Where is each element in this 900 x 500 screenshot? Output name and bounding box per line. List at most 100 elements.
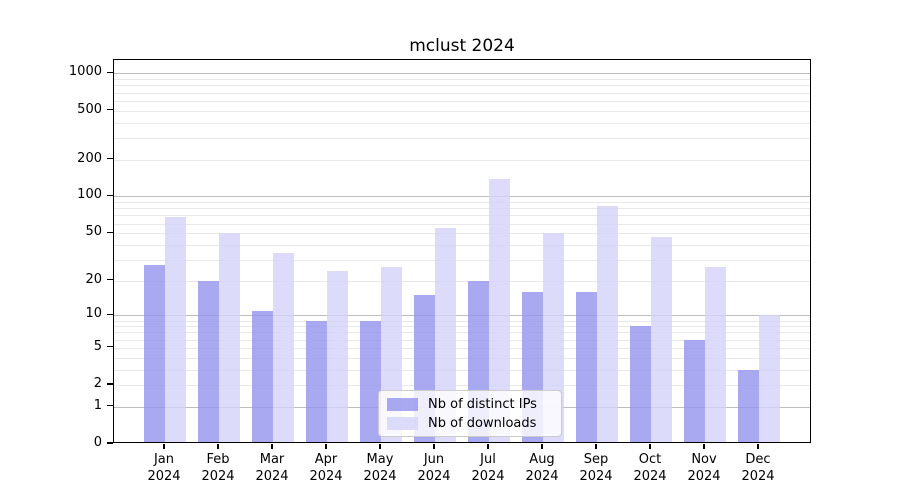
y-tick-mark <box>107 383 113 385</box>
plot-area <box>113 59 811 443</box>
x-tick-year: 2024 <box>579 469 613 484</box>
minor-gridline <box>114 100 810 102</box>
x-tick-label: Sep 2024 <box>567 451 625 485</box>
minor-gridline <box>114 326 810 328</box>
legend-swatch-distinct-ips <box>387 397 418 411</box>
x-tick-label: Apr 2024 <box>297 451 355 485</box>
x-tick-month: May <box>366 452 394 467</box>
x-tick-year: 2024 <box>687 469 721 484</box>
x-tick-label: Feb 2024 <box>189 451 247 485</box>
x-tick-label: Nov 2024 <box>675 451 733 485</box>
chart-title: mclust 2024 <box>409 36 515 56</box>
bar-downloads <box>327 271 348 442</box>
minor-gridline <box>114 223 810 225</box>
x-tick-month: Sep <box>583 452 609 467</box>
minor-gridline <box>114 332 810 334</box>
x-tick-mark <box>325 444 327 449</box>
bar-distinct-ips <box>252 310 273 442</box>
legend-label-downloads: Nb of downloads <box>428 415 537 431</box>
y-tick-mark <box>107 279 113 281</box>
minor-gridline <box>114 233 810 235</box>
x-tick-month: Apr <box>314 452 338 467</box>
x-tick-month: Feb <box>206 452 230 467</box>
y-tick-mark <box>107 442 113 444</box>
bar-downloads <box>705 267 726 442</box>
x-tick-mark <box>163 444 165 449</box>
y-tick-label: 100 <box>77 187 102 203</box>
x-tick-year: 2024 <box>633 469 667 484</box>
minor-gridline <box>114 85 810 87</box>
x-tick-month: Oct <box>638 452 662 467</box>
x-tick-year: 2024 <box>309 469 343 484</box>
x-tick-month: Jan <box>153 452 175 467</box>
x-tick-mark <box>703 444 705 449</box>
x-tick-month: Nov <box>691 452 717 467</box>
bar-downloads <box>597 206 618 442</box>
y-tick-label: 0 <box>93 435 102 450</box>
bar-distinct-ips <box>576 292 597 442</box>
y-tick-label: 2 <box>93 376 102 392</box>
bar-downloads <box>543 233 564 442</box>
major-gridline <box>114 315 810 317</box>
x-tick-month: Jun <box>423 452 445 467</box>
bar-downloads <box>219 233 240 442</box>
x-tick-label: Dec 2024 <box>729 451 787 485</box>
y-tick-label: 1 <box>93 397 102 413</box>
x-tick-month: Dec <box>745 452 771 467</box>
y-tick-label: 50 <box>85 224 102 240</box>
legend-label-distinct-ips: Nb of distinct IPs <box>428 396 537 412</box>
x-tick-mark <box>595 444 597 449</box>
legend-swatch-downloads <box>387 416 418 430</box>
y-tick-mark <box>107 405 113 407</box>
x-tick-mark <box>649 444 651 449</box>
major-gridline <box>114 196 810 198</box>
x-tick-label: Jun 2024 <box>405 451 463 485</box>
x-tick-mark <box>271 444 273 449</box>
y-tick-label: 20 <box>85 271 102 287</box>
x-tick-label: Mar 2024 <box>243 451 301 485</box>
x-tick-year: 2024 <box>471 469 505 484</box>
bar-distinct-ips <box>630 326 651 442</box>
x-tick-year: 2024 <box>741 469 775 484</box>
y-tick-mark <box>107 231 113 233</box>
y-tick-mark <box>107 194 113 197</box>
bar-distinct-ips <box>360 320 381 442</box>
x-tick-mark <box>379 444 381 449</box>
y-tick-mark <box>107 108 113 111</box>
bar-distinct-ips <box>738 369 759 442</box>
minor-gridline <box>114 244 810 246</box>
minor-gridline <box>114 259 810 261</box>
x-tick-mark <box>217 444 219 449</box>
y-tick-label: 200 <box>77 150 102 166</box>
x-tick-year: 2024 <box>201 469 235 484</box>
x-tick-label: Aug 2024 <box>513 451 571 485</box>
x-tick-mark <box>433 444 435 449</box>
y-tick-label: 500 <box>77 101 102 117</box>
minor-gridline <box>114 215 810 217</box>
y-tick-mark <box>107 346 113 348</box>
x-tick-year: 2024 <box>525 469 559 484</box>
minor-gridline <box>114 208 810 210</box>
bar-downloads <box>489 178 510 442</box>
x-tick-label: Oct 2024 <box>621 451 679 485</box>
minor-gridline <box>114 347 810 349</box>
bar-distinct-ips <box>684 339 705 442</box>
minor-gridline <box>114 110 810 112</box>
bar-downloads <box>435 228 456 442</box>
bar-downloads <box>759 315 780 442</box>
x-tick-mark <box>487 444 489 449</box>
minor-gridline <box>114 320 810 322</box>
minor-gridline <box>114 137 810 139</box>
y-tick-label: 1000 <box>68 64 102 80</box>
x-tick-year: 2024 <box>255 469 289 484</box>
bar-distinct-ips <box>306 320 327 442</box>
minor-gridline <box>114 357 810 359</box>
minor-gridline <box>114 92 810 94</box>
x-tick-year: 2024 <box>363 469 397 484</box>
bar-distinct-ips <box>144 265 165 442</box>
x-tick-year: 2024 <box>417 469 451 484</box>
y-tick-mark <box>107 71 113 74</box>
y-tick-label: 10 <box>85 306 102 322</box>
x-tick-year: 2024 <box>147 469 181 484</box>
